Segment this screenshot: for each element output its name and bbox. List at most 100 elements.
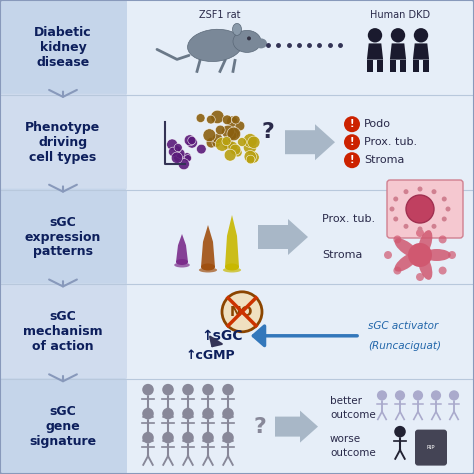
- Text: better: better: [330, 396, 362, 406]
- Text: sGC
expression
patterns: sGC expression patterns: [25, 216, 101, 258]
- Circle shape: [222, 432, 234, 443]
- Text: worse: worse: [330, 434, 361, 444]
- Circle shape: [395, 390, 405, 401]
- Circle shape: [247, 151, 259, 163]
- Polygon shape: [275, 410, 318, 443]
- Bar: [423, 60, 429, 72]
- Circle shape: [228, 131, 237, 140]
- Circle shape: [184, 135, 195, 146]
- Circle shape: [222, 115, 232, 125]
- Circle shape: [173, 151, 185, 163]
- Text: ?: ?: [262, 122, 274, 142]
- FancyArrowPatch shape: [49, 374, 77, 381]
- Circle shape: [175, 149, 185, 158]
- Text: Prox. tub.: Prox. tub.: [322, 214, 375, 224]
- Circle shape: [196, 114, 205, 122]
- Text: ↑sGC: ↑sGC: [201, 329, 243, 343]
- FancyBboxPatch shape: [0, 189, 127, 285]
- Circle shape: [203, 129, 216, 142]
- FancyBboxPatch shape: [0, 94, 127, 191]
- Circle shape: [344, 134, 360, 150]
- Circle shape: [224, 149, 236, 161]
- Circle shape: [249, 138, 257, 146]
- Circle shape: [162, 432, 174, 443]
- Ellipse shape: [199, 267, 217, 273]
- Circle shape: [168, 147, 178, 156]
- Ellipse shape: [176, 259, 188, 265]
- Ellipse shape: [233, 23, 241, 36]
- Circle shape: [222, 292, 262, 332]
- Circle shape: [438, 236, 447, 244]
- FancyArrowPatch shape: [210, 337, 222, 346]
- Circle shape: [222, 408, 234, 419]
- Circle shape: [182, 408, 194, 419]
- Polygon shape: [413, 44, 429, 60]
- Text: Prox. tub.: Prox. tub.: [364, 137, 417, 147]
- Text: RIP: RIP: [427, 445, 435, 450]
- Ellipse shape: [233, 30, 261, 53]
- FancyBboxPatch shape: [0, 0, 127, 96]
- Bar: [0, 284, 474, 379]
- Text: ↑cGMP: ↑cGMP: [185, 349, 235, 362]
- Circle shape: [391, 28, 405, 43]
- Ellipse shape: [394, 253, 418, 272]
- Circle shape: [221, 125, 234, 138]
- Bar: [390, 60, 396, 72]
- Circle shape: [182, 384, 194, 395]
- Circle shape: [393, 236, 401, 244]
- Circle shape: [235, 121, 245, 131]
- Circle shape: [418, 186, 422, 191]
- Text: ZSF1 rat: ZSF1 rat: [199, 10, 241, 20]
- Circle shape: [221, 137, 233, 148]
- Circle shape: [228, 128, 239, 139]
- Circle shape: [230, 144, 241, 155]
- Circle shape: [393, 197, 398, 201]
- Circle shape: [182, 432, 194, 443]
- Circle shape: [162, 408, 174, 419]
- Text: NO: NO: [230, 305, 254, 319]
- Circle shape: [416, 273, 424, 281]
- Circle shape: [178, 158, 190, 170]
- Circle shape: [182, 153, 191, 161]
- Polygon shape: [285, 124, 335, 160]
- Text: outcome: outcome: [330, 447, 376, 457]
- Circle shape: [212, 133, 223, 144]
- Circle shape: [215, 137, 229, 151]
- Circle shape: [393, 217, 398, 221]
- Text: Phenotype
driving
cell types: Phenotype driving cell types: [26, 121, 100, 164]
- Ellipse shape: [201, 264, 215, 271]
- Bar: [400, 60, 406, 72]
- Bar: [0, 0, 474, 95]
- Text: Diabetic
kidney
disease: Diabetic kidney disease: [34, 26, 92, 69]
- Circle shape: [442, 217, 447, 221]
- Circle shape: [418, 227, 422, 231]
- Ellipse shape: [418, 253, 432, 280]
- Circle shape: [210, 110, 224, 124]
- Circle shape: [227, 127, 241, 141]
- Circle shape: [416, 229, 424, 237]
- Circle shape: [167, 139, 178, 150]
- Text: sGC
mechanism
of action: sGC mechanism of action: [23, 310, 103, 353]
- FancyBboxPatch shape: [0, 283, 127, 380]
- Circle shape: [247, 136, 260, 148]
- Text: Stroma: Stroma: [322, 250, 363, 260]
- Circle shape: [233, 148, 242, 157]
- Ellipse shape: [188, 29, 242, 62]
- Circle shape: [243, 134, 257, 147]
- Circle shape: [449, 390, 459, 401]
- Circle shape: [206, 137, 217, 148]
- FancyArrowPatch shape: [49, 90, 77, 97]
- Circle shape: [408, 243, 432, 267]
- Text: Podo: Podo: [364, 119, 391, 129]
- Circle shape: [377, 390, 387, 401]
- Ellipse shape: [418, 230, 432, 257]
- Circle shape: [142, 384, 154, 395]
- Circle shape: [244, 150, 256, 163]
- Circle shape: [414, 28, 428, 43]
- Circle shape: [247, 36, 251, 40]
- Circle shape: [174, 144, 182, 152]
- Ellipse shape: [223, 267, 241, 273]
- Text: !: !: [350, 155, 354, 165]
- Circle shape: [202, 432, 214, 443]
- Polygon shape: [176, 234, 188, 262]
